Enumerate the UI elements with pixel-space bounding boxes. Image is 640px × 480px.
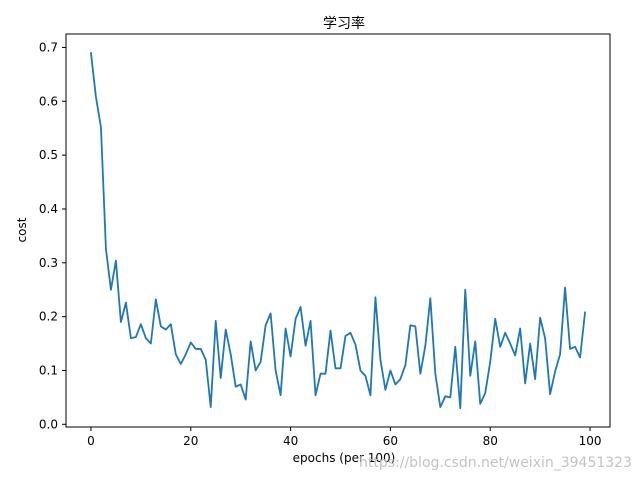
chart-title: 学习率 (323, 15, 365, 32)
plot-area (66, 34, 610, 427)
x-axis-label: epochs (per 100) (293, 451, 396, 465)
watermark-text: https://blog.csdn.net/weixin_39451323 (359, 455, 632, 471)
y-tick-label: 0.1 (39, 363, 58, 377)
y-axis: 0.0 0.1 0.2 0.3 0.4 0.5 0.6 0.7 (39, 40, 66, 431)
x-tick-label: 40 (283, 434, 298, 448)
x-tick-label: 20 (183, 434, 198, 448)
y-tick-label: 0.7 (39, 40, 58, 54)
y-tick-label: 0.4 (39, 202, 58, 216)
x-tick-label: 80 (483, 434, 498, 448)
plot-frame (65, 33, 611, 428)
y-tick-label: 0.2 (39, 310, 58, 324)
x-tick-label: 100 (579, 434, 602, 448)
y-tick-label: 0.6 (39, 94, 58, 108)
cost-line (90, 51, 586, 410)
y-tick-label: 0.0 (39, 417, 58, 431)
series-layer (90, 51, 586, 410)
y-tick-label: 0.3 (39, 256, 58, 270)
x-tick-label: 0 (87, 434, 95, 448)
y-tick-label: 0.5 (39, 148, 58, 162)
x-tick-label: 60 (383, 434, 398, 448)
x-axis: 0 20 40 60 80 100 (87, 427, 601, 448)
y-axis-label: cost (15, 217, 29, 242)
